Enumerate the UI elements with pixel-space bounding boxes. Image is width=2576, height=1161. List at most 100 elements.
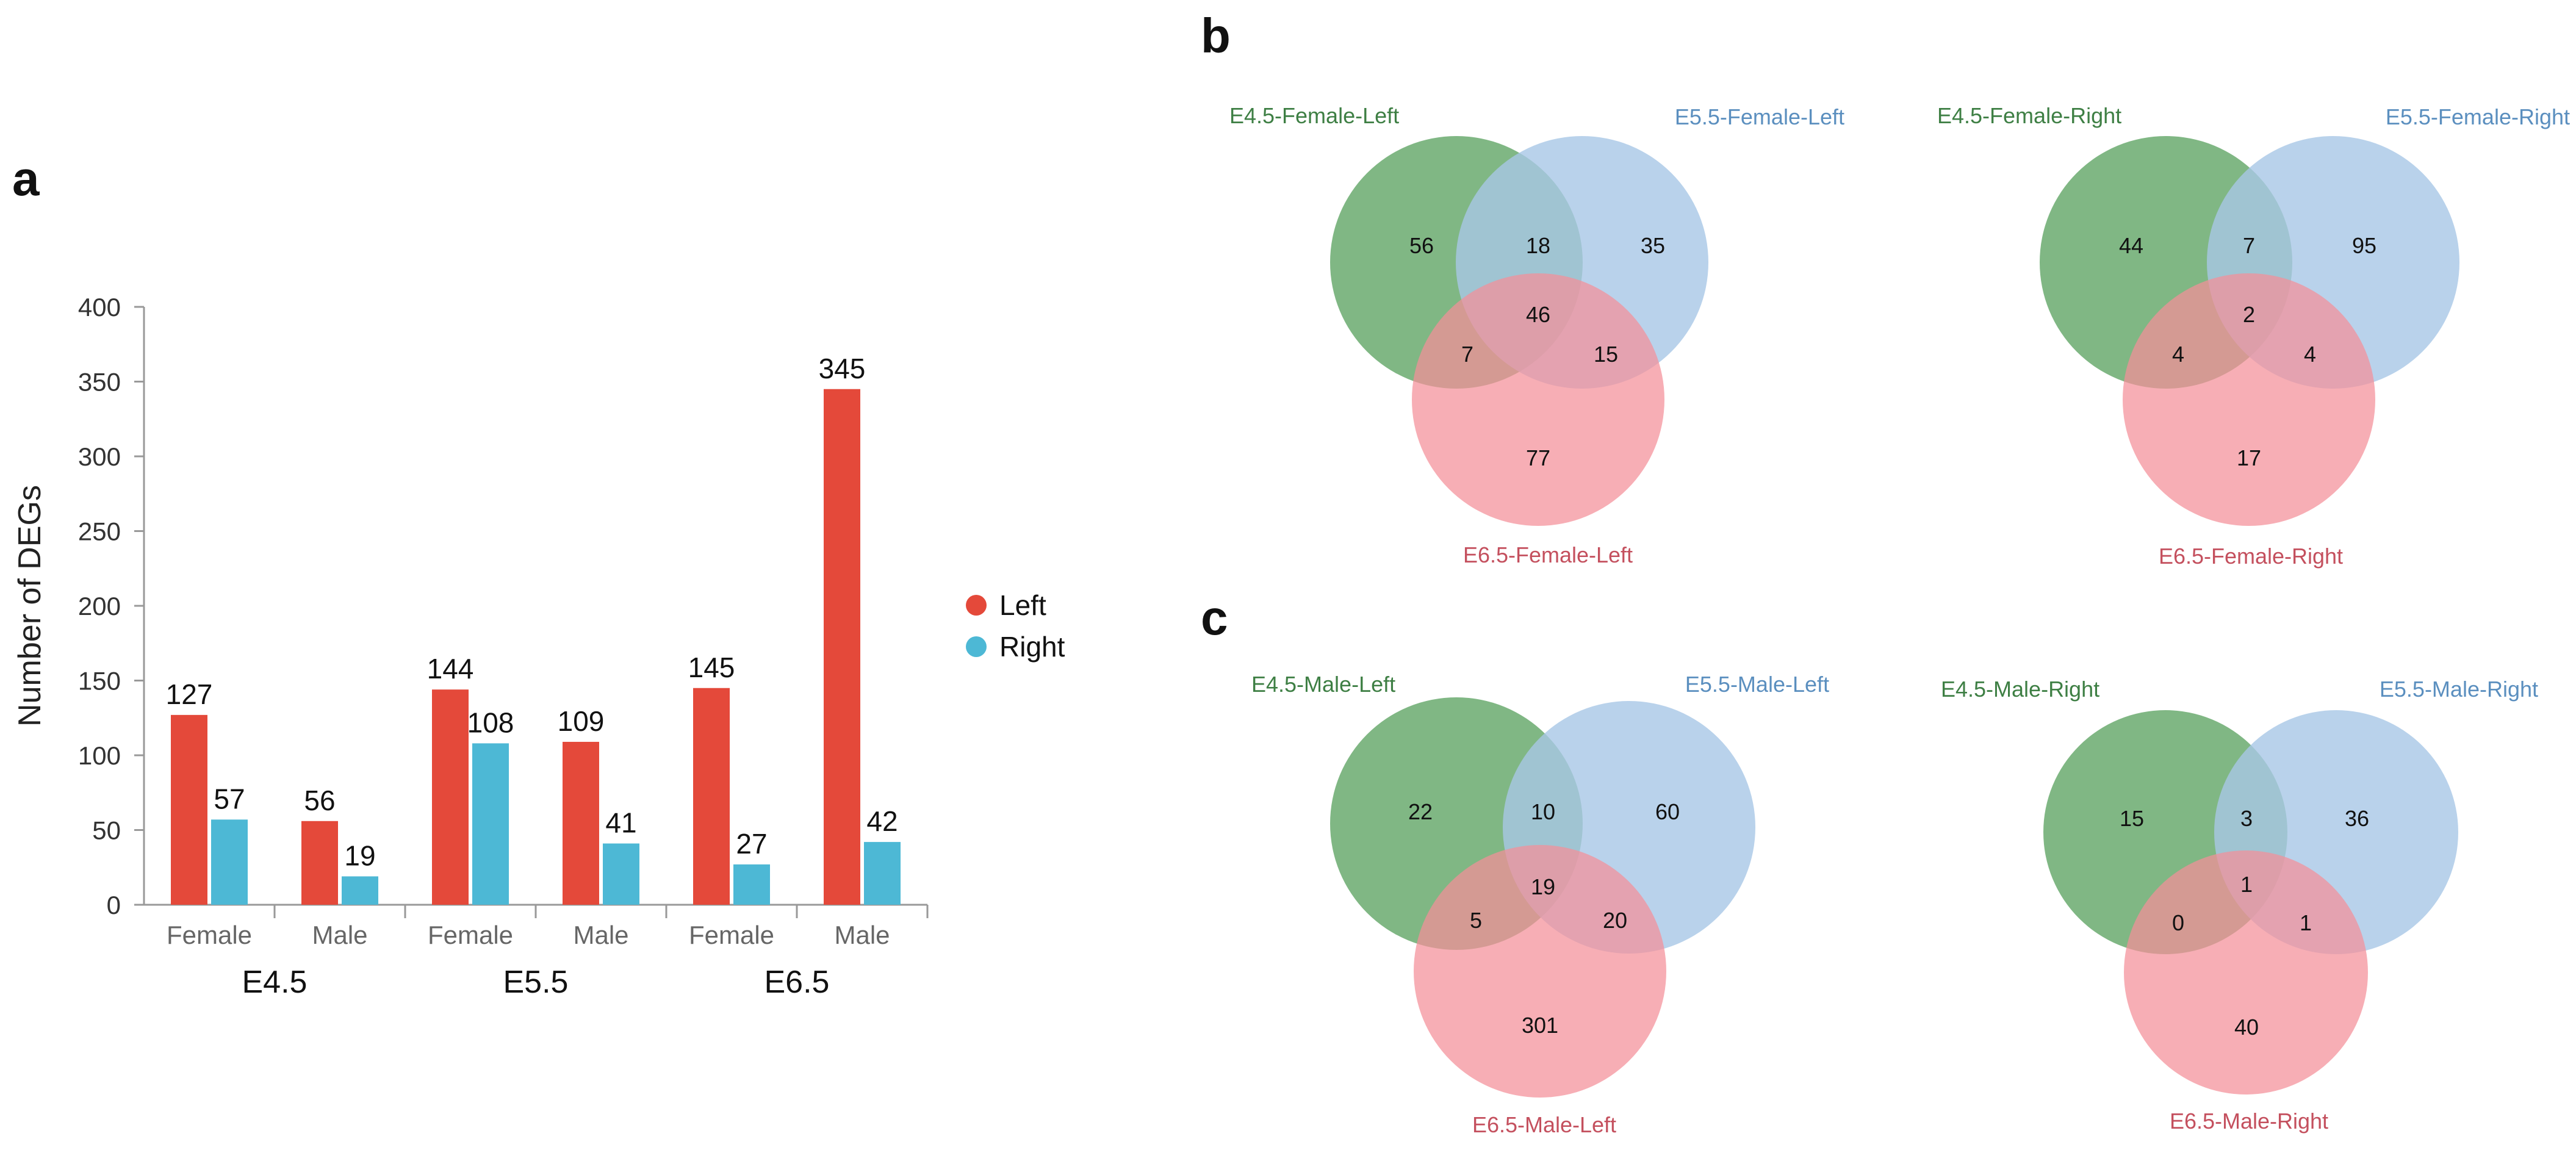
venn-region-count-b: 35 [1641,233,1665,258]
venn-region-count-ab: 18 [1526,233,1550,258]
panel-label-a: a [12,151,40,206]
venn-region-count-ab: 10 [1531,799,1555,824]
venn-region-count-c: 77 [1526,445,1550,470]
y-tick-label: 250 [78,517,121,546]
venn-set-label-2: E5.5-Male-Left [1685,672,1829,697]
bar-right-3 [603,843,639,905]
venn-region-count-a: 56 [1409,233,1434,258]
x-category-label-0: Female [167,921,252,949]
x-category-label-3: Male [573,921,628,949]
venn-region-count-bc: 1 [2300,910,2312,935]
venn-region-count-ac: 4 [2172,342,2184,367]
venn-set-label-1: E4.5-Male-Left [1251,672,1395,697]
venn-set-label-3: E6.5-Female-Left [1463,542,1633,567]
y-tick-label: 350 [78,368,121,397]
bar-value-label-left-0: 127 [166,678,213,710]
bar-right-5 [864,842,901,905]
y-tick-label: 0 [107,891,121,919]
bar-value-label-right-2: 108 [467,706,514,738]
bar-value-label-right-0: 57 [214,783,245,814]
venn-circle-set-3 [1412,273,1664,526]
venn-region-count-abc: 1 [2240,872,2253,897]
venn-region-count-bc: 15 [1594,342,1618,367]
venn-b-right: E4.5-Female-Right E5.5-Female-Right E6.5-F… [1937,103,2570,569]
bar-left-1 [301,821,338,905]
venn-region-count-a: 22 [1408,799,1433,824]
x-group-label-0: E4.5 [242,965,308,1000]
bar-value-label-right-1: 19 [344,839,375,871]
venn-region-count-ac: 7 [1461,342,1473,367]
venn-set-label-3: E6.5-Male-Left [1472,1112,1616,1137]
venn-c-right: E4.5-Male-Right E5.5-Male-Right E6.5-Male-… [1941,677,2538,1134]
venn-set-label-1: E4.5-Female-Right [1937,103,2121,128]
legend-label-left: Left [999,589,1046,621]
venn-b-left: E4.5-Female-Left E5.5-Female-Left E6.5-Fem… [1229,103,1844,567]
venn-set-label-2: E5.5-Female-Left [1675,104,1844,129]
y-tick-label: 300 [78,442,121,471]
venn-set-label-2: E5.5-Male-Right [2380,677,2538,702]
venn-region-count-c: 40 [2234,1015,2259,1040]
bar-value-label-left-5: 345 [819,353,866,384]
bar-chart: 0 50 100 150 200 250 300 350 400 Number of DEGs 12… [12,293,929,1000]
x-category-label-1: Male [312,921,367,949]
legend-marker-left [966,595,987,616]
venn-region-count-c: 301 [1522,1013,1558,1038]
venn-set-label-2: E5.5-Female-Right [2386,104,2570,129]
y-tick-label: 100 [78,741,121,770]
bar-left-2 [432,689,469,905]
y-tick-label: 200 [78,592,121,620]
venn-region-count-ac: 5 [1470,908,1482,933]
venn-region-count-ab: 3 [2240,806,2253,831]
venn-region-count-b: 95 [2352,233,2376,258]
venn-set-label-3: E6.5-Female-Right [2159,544,2343,569]
legend-marker-right [966,636,987,657]
bar-value-label-left-1: 56 [304,785,335,816]
bar-value-label-left-3: 109 [558,705,605,737]
bar-left-4 [693,688,730,905]
bar-value-label-left-4: 145 [688,652,735,683]
bar-right-1 [342,876,378,905]
venn-set-label-1: E4.5-Male-Right [1941,677,2099,702]
venn-region-count-b: 60 [1655,799,1680,824]
legend-label-right: Right [999,631,1065,663]
venn-region-count-bc: 4 [2304,342,2316,367]
bar-right-0 [211,819,248,905]
venn-region-count-b: 36 [2345,806,2369,831]
x-category-label-4: Female [689,921,774,949]
y-tick-label: 50 [92,816,121,845]
bar-value-label-right-4: 27 [736,828,767,860]
legend: Left Right [966,589,1065,663]
venn-circle-set-3 [2123,273,2375,526]
bar-value-label-left-2: 144 [427,653,474,685]
venn-set-label-3: E6.5-Male-Right [2170,1109,2328,1134]
venn-region-count-ab: 7 [2243,233,2255,258]
bar-value-label-right-5: 42 [866,805,898,837]
venn-circle-set-3 [2124,850,2368,1095]
bar-right-4 [733,864,770,905]
venn-region-count-abc: 46 [1526,302,1550,327]
venn-region-count-c: 17 [2237,445,2261,470]
y-tick-label: 400 [78,293,121,322]
y-axis-label: Number of DEGs [12,485,48,727]
bar-left-5 [824,389,860,905]
venn-region-count-a: 44 [2119,233,2143,258]
bar-value-label-right-3: 41 [605,807,636,839]
venn-region-count-abc: 19 [1531,874,1555,899]
bar-right-2 [472,743,509,905]
x-group-label-1: E5.5 [503,965,569,1000]
venn-region-count-ac: 0 [2172,910,2184,935]
panel-label-c: c [1201,591,1228,645]
x-category-label-2: Female [428,921,513,949]
y-tick-label: 150 [78,667,121,696]
venn-region-count-bc: 20 [1603,908,1627,933]
bar-left-3 [563,741,599,905]
panel-label-b: b [1201,9,1231,63]
venn-c-left: E4.5-Male-Left E5.5-Male-Left E6.5-Male-Le… [1251,672,1829,1137]
x-group-label-2: E6.5 [765,965,830,1000]
venn-set-label-1: E4.5-Female-Left [1229,103,1399,128]
bar-left-0 [171,714,207,905]
venn-region-count-abc: 2 [2243,302,2255,327]
venn-region-count-a: 15 [2120,806,2144,831]
venn-circle-set-3 [1414,845,1666,1098]
